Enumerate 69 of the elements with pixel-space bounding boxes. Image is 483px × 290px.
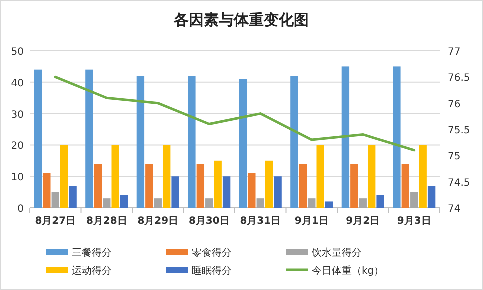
bar — [256, 198, 264, 208]
bar — [428, 186, 436, 208]
bar — [222, 176, 231, 208]
bar — [196, 164, 205, 208]
bar — [206, 198, 214, 208]
x-tick-label: 8月28日 — [86, 216, 128, 227]
bar — [402, 164, 410, 208]
bar — [154, 198, 162, 208]
x-tick-label: 9月3日 — [397, 216, 432, 227]
legend-label: 零食得分 — [192, 247, 232, 259]
bar — [248, 173, 256, 208]
y2-tick-label: 74.5 — [448, 178, 470, 189]
bar — [86, 70, 94, 208]
bar — [359, 198, 367, 208]
bar — [316, 145, 324, 208]
y2-tick-label: 75 — [448, 152, 461, 163]
bar — [239, 79, 248, 208]
bar — [299, 164, 308, 208]
chart-title: 各因素与体重变化图 — [173, 11, 309, 29]
bar — [325, 202, 334, 208]
bar — [136, 76, 145, 208]
x-tick-label: 9月2日 — [346, 216, 380, 227]
bar — [393, 66, 401, 208]
bar — [162, 145, 171, 208]
y2-tick-label: 76.5 — [448, 73, 470, 84]
bar — [419, 145, 427, 208]
bar — [34, 70, 42, 208]
legend-label: 饮水量得分 — [311, 247, 362, 259]
bar — [188, 76, 196, 208]
x-tick-label: 8月29日 — [138, 216, 179, 227]
y2-tick-label: 74 — [448, 204, 461, 215]
bar — [52, 192, 60, 208]
bar — [43, 173, 51, 208]
x-tick-label: 9月1日 — [294, 216, 329, 227]
bar — [112, 145, 120, 208]
bar — [368, 145, 376, 208]
bar — [103, 198, 111, 208]
x-tick-label: 8月27日 — [35, 216, 76, 227]
y-tick-label: 40 — [11, 78, 24, 90]
bar — [146, 164, 154, 208]
bar — [69, 186, 77, 208]
bar — [274, 176, 282, 208]
bar — [214, 160, 222, 208]
bar — [350, 164, 358, 208]
y2-tick-label: 75.5 — [448, 126, 470, 136]
legend-label: 运动得分 — [72, 265, 112, 277]
legend-label: 三餐得分 — [72, 247, 112, 259]
bar — [410, 192, 418, 208]
bar — [342, 66, 350, 208]
bar — [120, 195, 128, 208]
bar — [308, 198, 316, 208]
bar — [172, 176, 180, 208]
bar — [290, 76, 298, 208]
y-tick-label: 20 — [11, 141, 24, 152]
bar — [60, 145, 68, 208]
bar — [265, 160, 274, 208]
y-tick-label: 30 — [11, 110, 24, 121]
y-tick-label: 10 — [11, 172, 24, 184]
bar — [376, 195, 384, 208]
y-tick-label: 50 — [11, 47, 24, 58]
legend-label: 今日体重（kg） — [312, 265, 384, 277]
y2-tick-label: 77 — [448, 47, 461, 58]
y-tick-label: 0 — [18, 204, 24, 215]
legend-label: 睡眠得分 — [192, 265, 232, 277]
x-tick-label: 8月31日 — [240, 216, 282, 227]
x-tick-label: 8月30日 — [188, 216, 230, 227]
line-series — [54, 76, 416, 152]
bar — [94, 164, 102, 208]
y2-tick-label: 76 — [448, 99, 461, 110]
